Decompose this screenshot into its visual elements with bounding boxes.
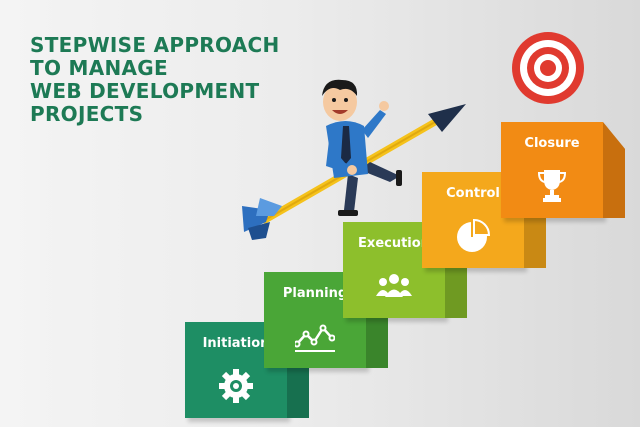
trophy-icon [537, 170, 567, 202]
target-icon [512, 32, 584, 104]
step-label-closure: Closure [524, 136, 580, 151]
step-closure: Closure [501, 122, 625, 218]
title-line-2: TO MANAGE [30, 56, 168, 80]
title-line-4: PROJECTS [30, 102, 144, 126]
team-icon [376, 274, 412, 297]
step-label-initiation: Initiation [202, 336, 270, 351]
step-label-planning: Planning [282, 286, 348, 301]
title-line-1: STEPWISE APPROACH [30, 33, 280, 57]
step-label-execution: Execution [358, 236, 430, 251]
page-title: STEPWISE APPROACH TO MANAGE WEB DEVELOPM… [30, 34, 280, 126]
title-line-3: WEB DEVELOPMENT [30, 79, 260, 103]
pie-chart-icon [457, 218, 491, 252]
line-graph-icon [295, 324, 335, 352]
gear-icon [219, 369, 253, 403]
step-label-control: Control [446, 186, 500, 201]
businessman-on-arrow-illustration [242, 79, 466, 240]
